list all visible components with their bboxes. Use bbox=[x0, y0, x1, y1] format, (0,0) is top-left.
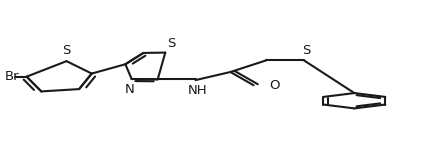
Text: S: S bbox=[168, 37, 176, 50]
Text: N: N bbox=[125, 83, 135, 96]
Text: S: S bbox=[302, 44, 310, 57]
Text: S: S bbox=[62, 44, 71, 57]
Text: NH: NH bbox=[188, 84, 207, 97]
Text: O: O bbox=[269, 79, 280, 92]
Text: Br: Br bbox=[5, 70, 19, 83]
